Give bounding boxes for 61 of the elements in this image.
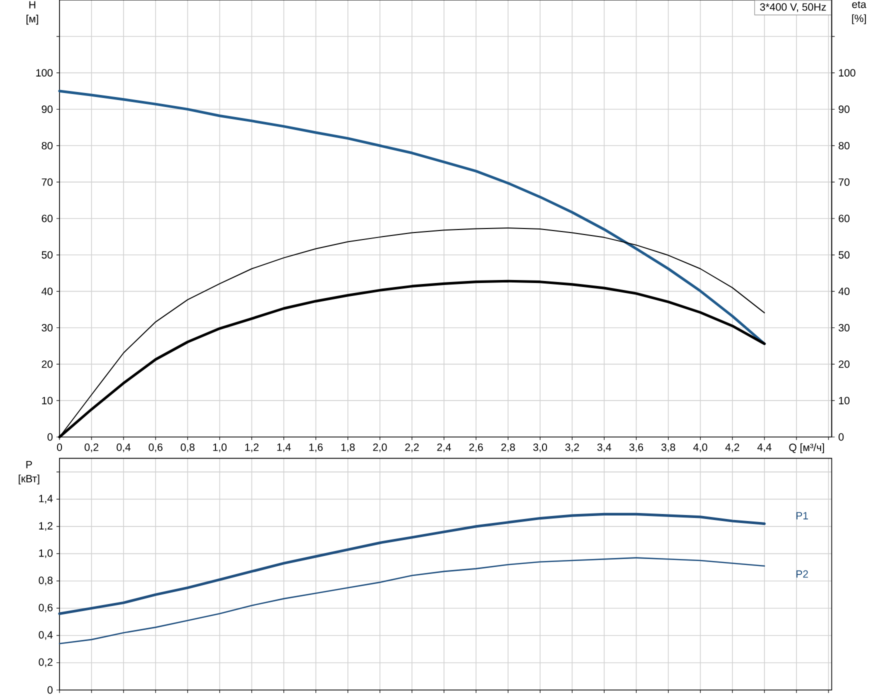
y-tick-label: 1,4 xyxy=(39,494,53,504)
y2-tick-label: 10 xyxy=(839,396,850,404)
y-tick-label: 90 xyxy=(42,106,53,113)
y2-tick-label: 60 xyxy=(838,214,850,222)
y-axis-title: H [м] xyxy=(26,1,38,25)
y-tick-label: 0 xyxy=(48,686,53,694)
x-tick-label: 2,8 xyxy=(501,444,515,452)
y2-tick-label: 40 xyxy=(838,288,850,296)
y-tick-label: 60 xyxy=(42,214,53,222)
y-tick-label: 0,2 xyxy=(38,658,52,668)
x-tick-label: 1,0 xyxy=(213,444,227,452)
y2-tick-label: 90 xyxy=(838,106,850,113)
line-series xyxy=(58,512,766,615)
x-tick-label: 4,2 xyxy=(725,444,740,452)
y2-tick-label: 0 xyxy=(838,433,844,441)
x-tick-label: 2,4 xyxy=(437,444,451,452)
x-tick-label: 0,6 xyxy=(148,444,162,452)
y-tick-label: 1,2 xyxy=(39,522,52,531)
x-tick-label: 0 xyxy=(56,444,62,451)
y-tick-label: 100 xyxy=(36,69,53,77)
y2-axis-title: eta [%] xyxy=(852,1,866,24)
x-tick-label: 0,8 xyxy=(180,444,195,452)
y-tick-label: 80 xyxy=(42,142,53,150)
x-tick-label: 4,4 xyxy=(757,444,772,452)
y2-tick-label: 20 xyxy=(838,360,850,368)
y2-tick-label: 80 xyxy=(838,142,850,150)
x-tick-label: 2,0 xyxy=(373,444,387,452)
x-tick-label: 2,2 xyxy=(405,444,419,452)
y-tick-label: 70 xyxy=(42,178,53,186)
y2-tick-label: 70 xyxy=(838,178,850,186)
x-tick-label: 1,6 xyxy=(309,444,323,452)
y2-tick-label: 30 xyxy=(838,324,850,332)
x-tick-label: 1,4 xyxy=(277,444,291,452)
y2-tick-label: 50 xyxy=(838,251,850,259)
y-tick-label: 40 xyxy=(42,288,53,296)
y-tick-label: 50 xyxy=(42,251,53,259)
y-tick-label: 0,8 xyxy=(38,576,53,586)
y2-tick-label: 100 xyxy=(839,69,856,77)
y-tick-label: 0,4 xyxy=(38,631,53,640)
x-tick-label: 3,2 xyxy=(565,444,579,452)
x-tick-label: 2,6 xyxy=(469,444,483,452)
y-tick-label: 30 xyxy=(42,324,53,332)
x-tick-label: 3,4 xyxy=(597,444,612,452)
text: P2 xyxy=(796,570,808,578)
x-tick-label: 1,2 xyxy=(245,444,259,452)
x-tick-label: 0,2 xyxy=(84,444,98,452)
y-tick-label: 1,0 xyxy=(39,549,53,558)
x-tick-label: 4,0 xyxy=(693,444,708,452)
y-tick-label: 20 xyxy=(42,360,53,368)
x-tick-label: 3,8 xyxy=(661,444,676,452)
x-tick-label: 0,4 xyxy=(116,444,131,452)
x-tick-label: 3,6 xyxy=(629,444,644,452)
x-tick-label: 1,8 xyxy=(341,444,355,452)
y-tick-label: 10 xyxy=(42,396,53,404)
y-tick-label: 0,6 xyxy=(38,604,53,613)
y-tick-label: 0 xyxy=(48,433,53,441)
annotation: 3*400 V, 50Hz xyxy=(760,3,826,12)
text: P1 xyxy=(796,512,808,520)
x-axis-title: Q [м³/ч] xyxy=(789,443,824,454)
x-tick-label: 3,0 xyxy=(533,444,548,452)
y-axis-title: P [кВт] xyxy=(18,461,40,484)
